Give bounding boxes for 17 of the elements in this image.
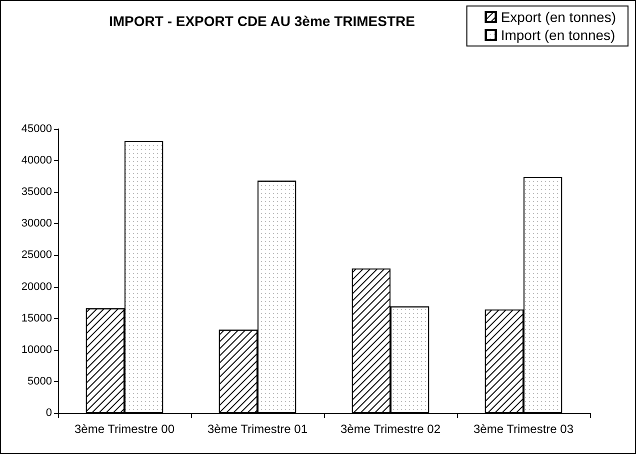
y-tick-label: 25000 bbox=[21, 249, 52, 262]
legend-label: Import (en tonnes) bbox=[500, 27, 616, 43]
y-tick-label: 40000 bbox=[21, 154, 52, 167]
x-tick-label: 3ème Trimestre 03 bbox=[473, 422, 574, 436]
legend-label: Export (en tonnes) bbox=[500, 9, 616, 25]
y-tick-label: 5000 bbox=[28, 375, 52, 388]
y-tick-label: 30000 bbox=[21, 218, 52, 230]
x-tick-label: 3ème Trimestre 02 bbox=[340, 422, 441, 436]
x-tick-label: 3ème Trimestre 01 bbox=[207, 422, 308, 436]
y-tick-label: 35000 bbox=[21, 186, 52, 198]
y-tick-label: 20000 bbox=[21, 280, 52, 293]
y-tick-label: 0 bbox=[46, 407, 52, 419]
x-tick-label: 3ème Trimestre 00 bbox=[74, 422, 175, 436]
y-tick-label: 45000 bbox=[21, 123, 52, 135]
y-tick-label: 15000 bbox=[21, 312, 52, 324]
y-tick-label: 10000 bbox=[21, 344, 52, 356]
chart-title: IMPORT - EXPORT CDE AU 3ème TRIMESTRE bbox=[109, 13, 415, 29]
